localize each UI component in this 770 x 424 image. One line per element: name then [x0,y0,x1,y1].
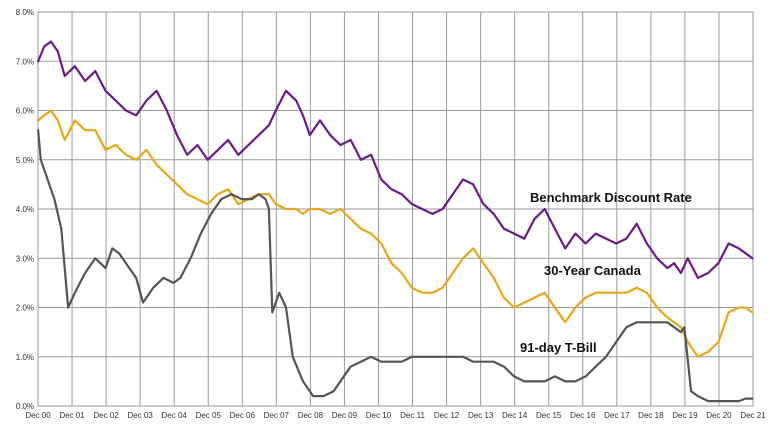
series-label-91-day-t-bill: 91-day T-Bill [520,340,597,355]
y-tick-label: 8.0% [16,8,34,17]
series-lines [36,40,754,403]
y-tick-label: 3.0% [16,254,34,263]
x-tick-label: Dec 15 [536,411,562,420]
x-tick-label: Dec 08 [298,411,324,420]
series-line-91-day-t-bill [36,129,754,403]
x-tick-label: Dec 05 [196,411,222,420]
x-tick-label: Dec 16 [570,411,596,420]
x-tick-label: Dec 09 [332,411,358,420]
x-tick-label: Dec 17 [604,411,630,420]
gridlines [37,11,754,407]
x-tick-label: Dec 12 [434,411,460,420]
x-tick-label: Dec 14 [502,411,528,420]
x-tick-label: Dec 19 [672,411,698,420]
x-tick-label: Dec 03 [127,411,153,420]
x-tick-label: Dec 00 [25,411,51,420]
x-tick-label: Dec 18 [638,411,664,420]
axes: 0.0% 1.0% 2.0% 3.0% 4.0% 5.0% 6.0% 7.0% 8.0% Dec … [16,8,766,420]
y-tick-label: 7.0% [16,57,34,66]
series-line-benchmark-discount-rate [36,40,754,279]
y-tick-label: 5.0% [16,156,34,165]
x-tick-label: Dec 10 [366,411,392,420]
x-tick-label: Dec 11 [400,411,425,420]
series-label-benchmark-discount-rate: Benchmark Discount Rate [530,190,692,205]
x-tick-label: Dec 07 [264,411,290,420]
y-tick-label: 4.0% [16,205,34,214]
y-tick-label: 1.0% [16,353,34,362]
series-line-30-year-canada [36,109,754,358]
x-tick-label: Dec 01 [59,411,85,420]
series-label-30-year-canada: 30-Year Canada [544,263,642,278]
x-tick-label: Dec 06 [230,411,256,420]
x-tick-label: Dec 13 [468,411,494,420]
y-tick-label: 2.0% [16,304,34,313]
x-tick-label: Dec 04 [162,411,188,420]
series-annotations: Benchmark Discount Rate 30-Year Canada 91-… [520,190,692,355]
x-tick-label: Dec 02 [93,411,119,420]
x-tick-label: Dec 21 [740,411,766,420]
x-tick-label: Dec 20 [706,411,732,420]
y-tick-label: 6.0% [16,107,34,116]
y-tick-label: 0.0% [16,402,34,411]
